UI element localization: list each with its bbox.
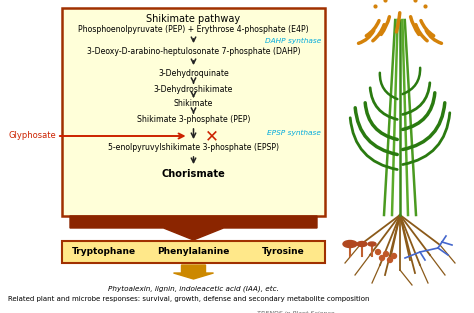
Text: TRENDS in Plant Science: TRENDS in Plant Science	[257, 311, 335, 313]
Point	[421, 3, 429, 8]
Circle shape	[375, 249, 381, 254]
Text: Chorismate: Chorismate	[162, 169, 225, 179]
Circle shape	[388, 258, 392, 263]
Text: 3-Dehydroshikimate: 3-Dehydroshikimate	[154, 85, 233, 95]
Text: 5-enolpyruvylshikimate 3-phosphate (EPSP): 5-enolpyruvylshikimate 3-phosphate (EPSP…	[108, 143, 279, 152]
Text: Phytoalexin, lignin, indoleacetic acid (IAA), etc.: Phytoalexin, lignin, indoleacetic acid (…	[108, 285, 279, 292]
FancyBboxPatch shape	[62, 8, 325, 216]
Text: Shikimate: Shikimate	[174, 100, 213, 109]
Text: Shikimate 3-phosphate (PEP): Shikimate 3-phosphate (PEP)	[137, 115, 250, 125]
Text: 3-Deoxy-D-arabino-heptulosonate 7-phosphate (DAHP): 3-Deoxy-D-arabino-heptulosonate 7-phosph…	[87, 48, 300, 57]
Text: EPSP synthase: EPSP synthase	[267, 130, 321, 136]
Text: Related plant and microbe responses: survival, growth, defense and secondary met: Related plant and microbe responses: sur…	[8, 296, 369, 302]
Circle shape	[380, 255, 384, 260]
Text: ✕: ✕	[205, 127, 219, 145]
Circle shape	[392, 254, 396, 259]
Text: 3-Dehydroquinate: 3-Dehydroquinate	[158, 69, 229, 79]
Text: Tryptophane: Tryptophane	[72, 248, 136, 256]
Text: Phosphoenolpyruvate (PEP) + Erythrose 4-phosphate (E4P): Phosphoenolpyruvate (PEP) + Erythrose 4-…	[78, 25, 309, 34]
Text: Tyrosine: Tyrosine	[262, 248, 304, 256]
Point	[411, 0, 419, 3]
Text: DAHP synthase: DAHP synthase	[265, 38, 321, 44]
Polygon shape	[173, 265, 213, 279]
Ellipse shape	[357, 242, 367, 247]
FancyBboxPatch shape	[62, 241, 325, 263]
Point	[371, 3, 379, 8]
Text: Phenylalanine: Phenylalanine	[157, 248, 230, 256]
Point	[381, 0, 389, 3]
Text: Shikimate pathway: Shikimate pathway	[146, 14, 241, 24]
Ellipse shape	[368, 242, 376, 246]
Polygon shape	[70, 216, 317, 240]
Circle shape	[383, 252, 389, 256]
Ellipse shape	[343, 240, 357, 248]
Text: Glyphosate: Glyphosate	[8, 131, 56, 141]
